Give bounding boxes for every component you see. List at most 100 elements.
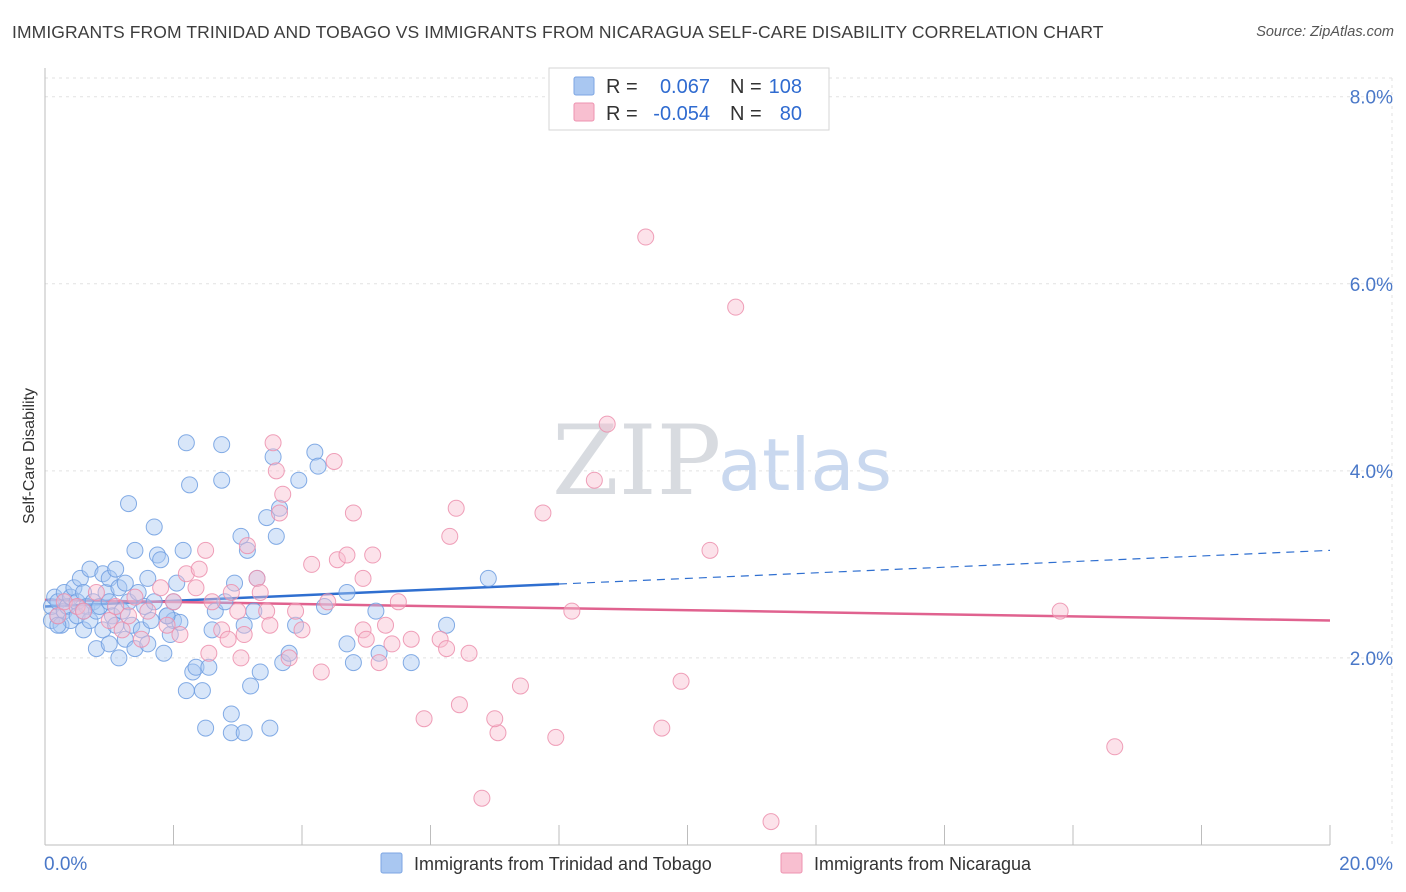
data-point — [701, 541, 719, 559]
data-point — [235, 616, 253, 634]
data-point — [49, 607, 67, 625]
data-point — [177, 434, 195, 452]
data-point — [251, 663, 269, 681]
data-point — [107, 560, 125, 578]
data-point — [312, 663, 330, 681]
data-point — [187, 658, 205, 676]
data-point — [438, 640, 456, 658]
data-point — [187, 579, 205, 597]
data-point — [319, 593, 337, 611]
watermark: ZIP atlas — [552, 405, 892, 517]
bottom-legend-label-0: Immigrants from Trinidad and Tobago — [414, 854, 712, 874]
bottom-legend-label-1: Immigrants from Nicaragua — [814, 854, 1032, 874]
data-point — [155, 644, 173, 662]
data-point — [174, 541, 192, 559]
data-point — [563, 602, 581, 620]
data-point — [152, 579, 170, 597]
data-point — [267, 527, 285, 545]
data-points — [42, 228, 1124, 831]
bottom-legend-swatch-1 — [780, 852, 803, 874]
data-point — [49, 593, 67, 611]
data-point — [235, 626, 253, 644]
data-point — [49, 616, 67, 634]
data-point — [370, 644, 388, 662]
legend-n-value-1: 80 — [780, 103, 802, 125]
x-tick-labels: 0.0% 20.0% — [44, 854, 1393, 875]
watermark-zip: ZIP — [552, 405, 721, 517]
y-tick-label: 4.0% — [1350, 462, 1393, 483]
x-tick-label: 20.0% — [1339, 854, 1393, 875]
data-point — [248, 569, 266, 587]
data-point — [264, 448, 282, 466]
data-point — [94, 621, 112, 639]
data-point — [370, 654, 388, 672]
chart-title: IMMIGRANTS FROM TRINIDAD AND TOBAGO VS I… — [12, 22, 1104, 42]
data-point — [267, 462, 285, 480]
data-point — [338, 583, 356, 601]
data-point — [441, 527, 459, 545]
data-point — [139, 569, 157, 587]
data-point — [222, 583, 240, 601]
data-point — [364, 546, 382, 564]
data-point — [344, 654, 362, 672]
data-point — [126, 588, 144, 606]
data-point — [1106, 738, 1124, 756]
data-point — [402, 654, 420, 672]
data-point — [431, 630, 449, 648]
data-point — [213, 436, 231, 454]
trend-line-series-1 — [44, 598, 1331, 622]
data-point — [171, 626, 189, 644]
y-tick-label: 6.0% — [1350, 275, 1393, 296]
legend-r-value-1: -0.054 — [653, 103, 710, 125]
data-point — [177, 565, 195, 583]
x-tick-label: 0.0% — [44, 854, 87, 875]
data-point — [222, 724, 240, 742]
data-point — [107, 597, 125, 615]
data-point — [100, 635, 118, 653]
data-point — [81, 612, 99, 630]
data-point — [598, 415, 616, 433]
data-point — [473, 789, 491, 807]
data-point — [486, 710, 504, 728]
data-point — [357, 630, 375, 648]
data-point — [261, 719, 279, 737]
legend-n-label-1: N = — [730, 103, 762, 125]
data-point — [200, 644, 218, 662]
data-point — [213, 621, 231, 639]
data-point — [415, 710, 433, 728]
data-point — [232, 649, 250, 667]
data-point — [100, 612, 118, 630]
legend-r-value-0: 0.067 — [660, 76, 710, 98]
data-point — [229, 602, 247, 620]
data-point — [274, 485, 292, 503]
data-point — [377, 616, 395, 634]
data-point — [511, 677, 529, 695]
legend-swatch-1 — [573, 102, 595, 122]
data-point — [145, 518, 163, 536]
data-point — [184, 663, 202, 681]
axes — [44, 68, 1331, 846]
data-point — [126, 640, 144, 658]
data-point — [203, 593, 221, 611]
data-point — [258, 602, 276, 620]
y-tick-label: 2.0% — [1350, 649, 1393, 670]
data-point — [200, 658, 218, 676]
data-point — [242, 677, 260, 695]
data-point — [383, 635, 401, 653]
data-point — [193, 682, 211, 700]
data-point — [264, 434, 282, 452]
data-point — [142, 612, 160, 630]
data-point — [280, 644, 298, 662]
legend-r-label-0: R = — [606, 76, 638, 98]
data-point — [354, 621, 372, 639]
data-point — [450, 696, 468, 714]
data-point — [197, 541, 215, 559]
data-point — [479, 569, 497, 587]
data-point — [251, 583, 269, 601]
data-point — [158, 607, 176, 625]
data-point — [132, 630, 150, 648]
data-point — [158, 616, 176, 634]
series-0-points — [42, 434, 497, 742]
data-point — [148, 546, 166, 564]
